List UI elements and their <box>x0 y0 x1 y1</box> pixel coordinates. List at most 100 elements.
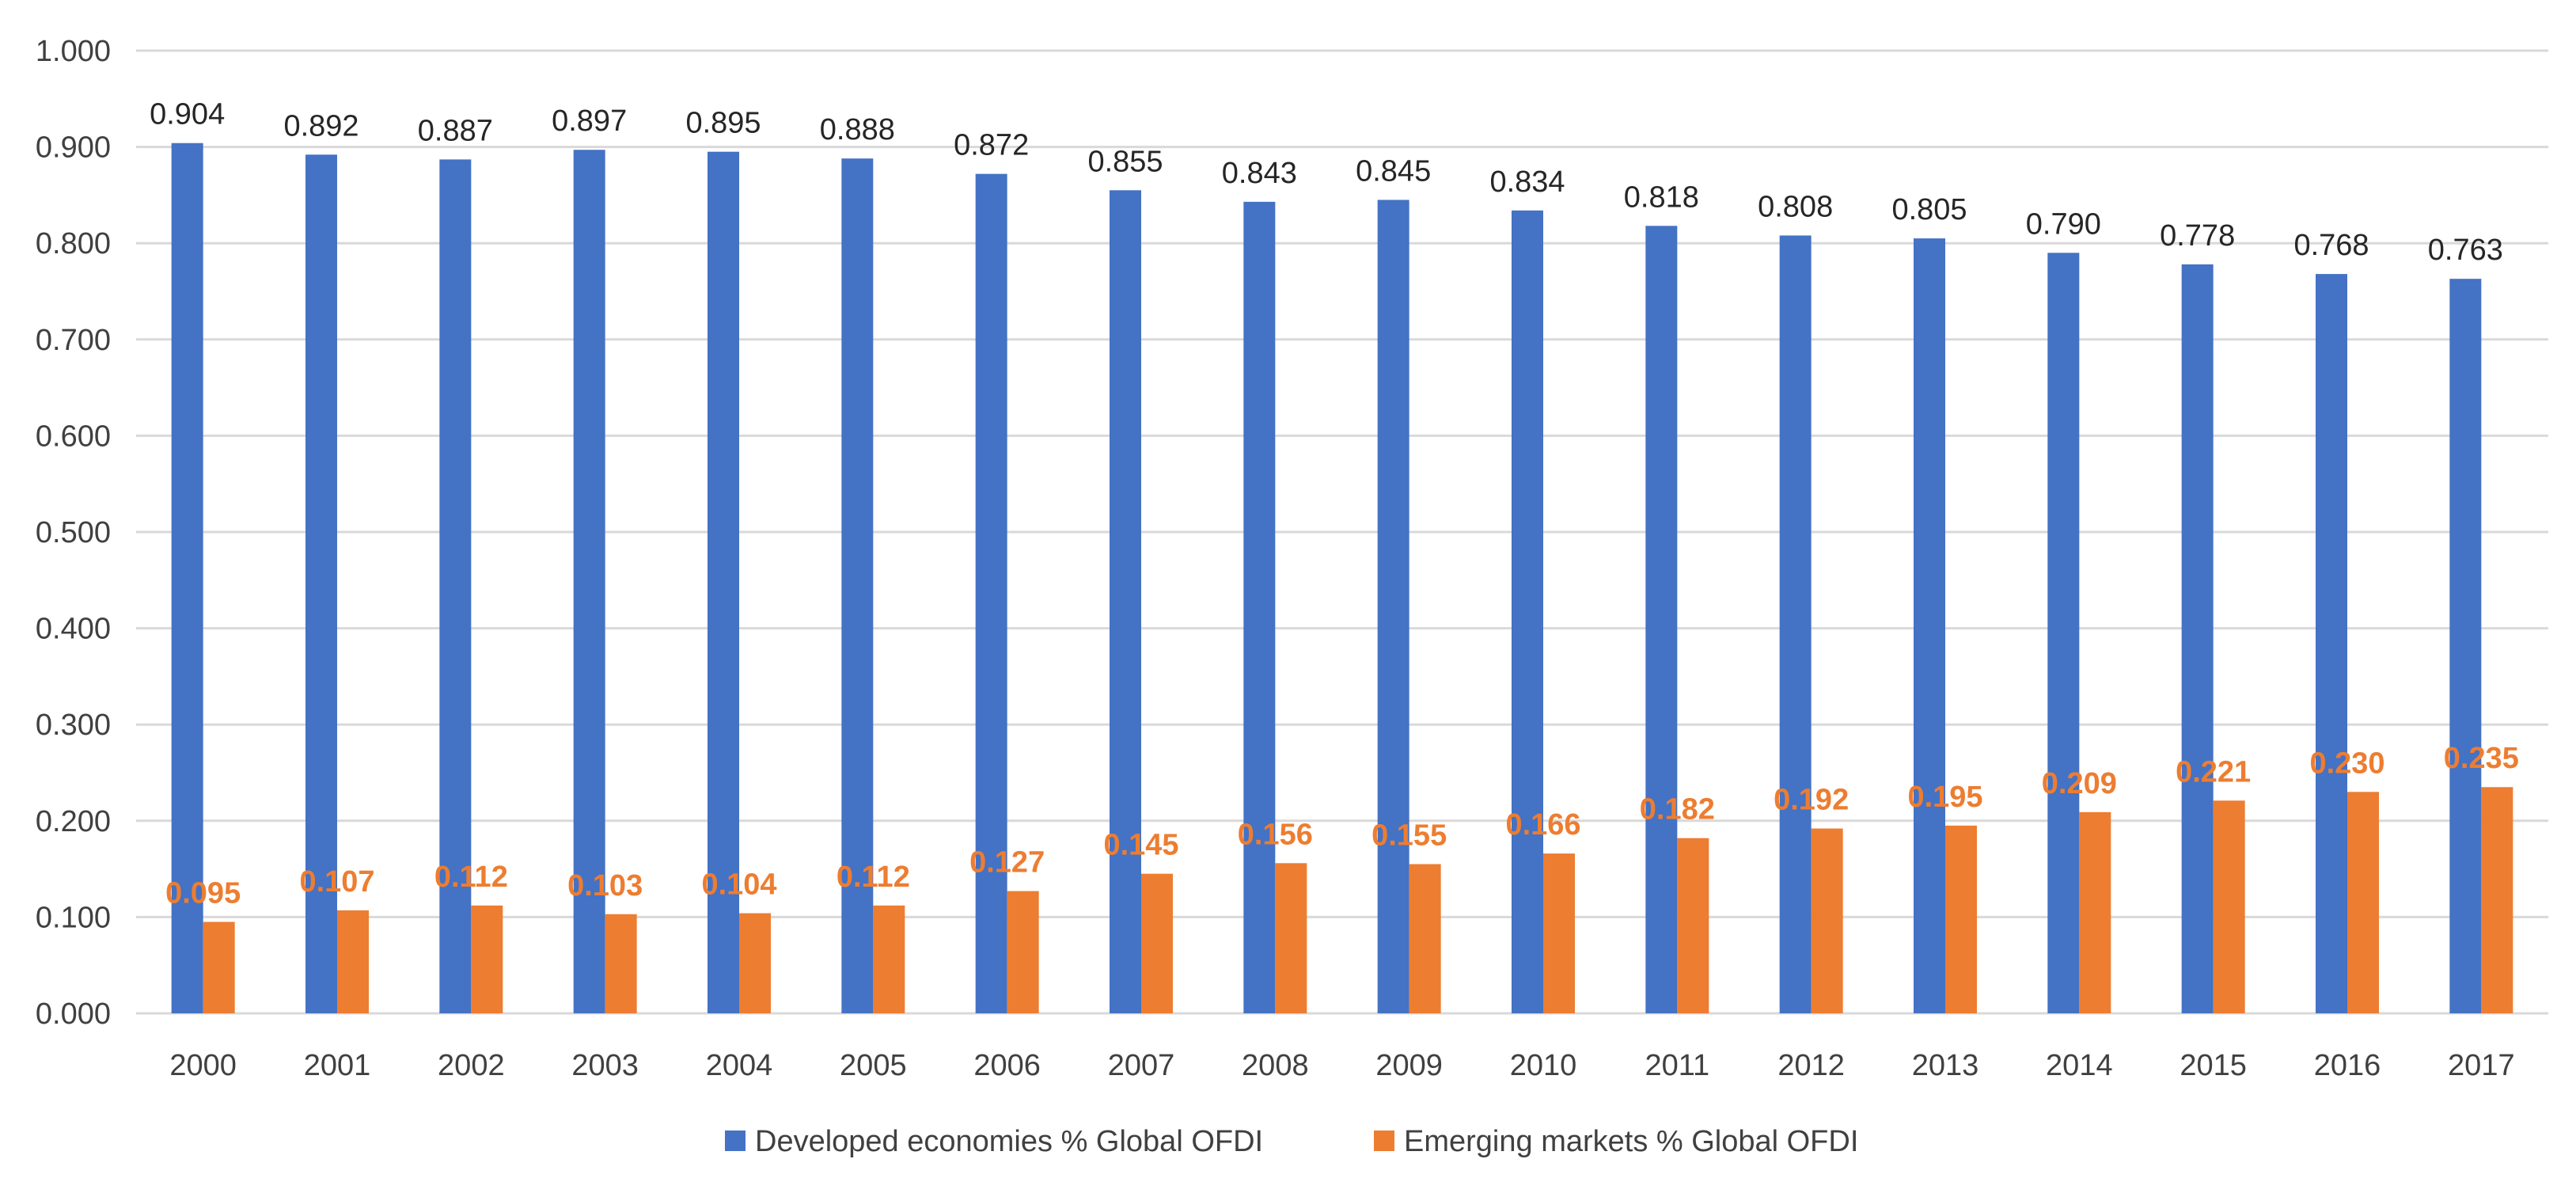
x-tick-label: 2012 <box>1777 1049 1845 1082</box>
data-label-emerging-2012: 0.192 <box>1774 784 1849 817</box>
data-label-developed-2004: 0.895 <box>685 107 761 140</box>
bar-emerging-2001 <box>337 910 369 1013</box>
bar-developed-2003 <box>573 150 605 1013</box>
x-tick-label: 2007 <box>1108 1049 1175 1082</box>
bar-emerging-2010 <box>1543 853 1575 1013</box>
data-label-developed-2002: 0.887 <box>418 114 493 147</box>
data-label-developed-2014: 0.790 <box>2026 207 2101 241</box>
bar-developed-2008 <box>1243 201 1276 1014</box>
bar-emerging-2015 <box>2213 800 2245 1013</box>
data-label-developed-2003: 0.897 <box>552 104 627 138</box>
data-label-emerging-2009: 0.155 <box>1371 819 1447 853</box>
x-tick-label: 2015 <box>2180 1049 2247 1082</box>
data-label-emerging-2011: 0.182 <box>1640 793 1715 826</box>
y-tick-label: 0.300 <box>36 709 111 742</box>
bar-developed-2013 <box>1914 238 1945 1013</box>
y-tick-label: 0.700 <box>36 324 111 357</box>
bar-emerging-2003 <box>605 914 637 1013</box>
bar-developed-2016 <box>2316 274 2347 1013</box>
data-label-emerging-2007: 0.145 <box>1103 829 1178 862</box>
bar-developed-2007 <box>1110 190 1141 1013</box>
legend-swatch <box>1374 1130 1394 1151</box>
data-label-emerging-2013: 0.195 <box>1907 781 1982 814</box>
x-tick-label: 2006 <box>973 1049 1041 1082</box>
data-label-emerging-2016: 0.230 <box>2309 747 2384 780</box>
bar-emerging-2013 <box>1945 825 1977 1013</box>
x-tick-label: 2017 <box>2448 1049 2515 1082</box>
x-tick-label: 2004 <box>706 1049 773 1082</box>
bar-developed-2012 <box>1779 235 1812 1013</box>
y-tick-label: 0.000 <box>36 998 111 1031</box>
legend-item-emerging: Emerging markets % Global OFDI <box>1374 1125 1858 1158</box>
y-tick-label: 0.500 <box>36 516 111 549</box>
data-label-developed-2011: 0.818 <box>1624 180 1699 214</box>
bar-developed-2001 <box>305 154 337 1013</box>
bar-developed-2000 <box>171 142 203 1014</box>
data-label-emerging-2006: 0.127 <box>969 846 1045 880</box>
bar-developed-2009 <box>1377 200 1409 1014</box>
x-tick-label: 2011 <box>1645 1049 1709 1082</box>
data-label-emerging-2001: 0.107 <box>299 865 374 899</box>
bar-emerging-2006 <box>1007 891 1039 1013</box>
bar-developed-2005 <box>841 158 874 1013</box>
legend-swatch <box>725 1130 745 1151</box>
gridlines <box>136 49 2548 1015</box>
data-label-developed-2017: 0.763 <box>2428 234 2503 267</box>
data-labels: 0.904 0.095 0.892 0.107 0.887 0.112 0.897 0.103… <box>150 98 2519 910</box>
bar-emerging-2009 <box>1409 864 1441 1013</box>
x-tick-label: 2013 <box>1912 1049 1979 1082</box>
bar-developed-2006 <box>975 173 1007 1014</box>
data-label-emerging-2014: 0.209 <box>2042 767 2117 800</box>
y-tick-label: 1.000 <box>36 35 111 68</box>
y-tick-label: 0.100 <box>36 901 111 934</box>
data-label-developed-2007: 0.855 <box>1087 145 1163 178</box>
y-tick-label: 0.200 <box>36 805 111 838</box>
data-label-developed-2008: 0.843 <box>1222 157 1297 190</box>
data-label-emerging-2004: 0.104 <box>701 868 776 902</box>
legend: Developed economies % Global OFDI Emergin… <box>725 1125 1858 1158</box>
data-label-emerging-2002: 0.112 <box>434 861 508 894</box>
data-label-developed-2013: 0.805 <box>1891 193 1967 226</box>
x-tick-label: 2009 <box>1375 1049 1443 1082</box>
y-tick-label: 0.400 <box>36 613 111 646</box>
data-label-developed-2012: 0.808 <box>1758 190 1833 223</box>
data-label-developed-2009: 0.845 <box>1356 154 1431 188</box>
x-tick-label: 2002 <box>438 1049 505 1082</box>
x-tick-label: 2003 <box>571 1049 639 1082</box>
bar-developed-2014 <box>2047 253 2080 1013</box>
bar-developed-2011 <box>1645 226 1678 1013</box>
y-tick-label: 0.900 <box>36 131 111 165</box>
legend-label: Developed economies % Global OFDI <box>755 1125 1263 1158</box>
bar-emerging-2005 <box>873 905 905 1013</box>
x-tick-label: 2005 <box>840 1049 907 1082</box>
bar-developed-2002 <box>439 159 472 1014</box>
bars <box>171 142 2513 1014</box>
bar-emerging-2016 <box>2347 792 2379 1013</box>
x-tick-label: 2016 <box>2314 1049 2381 1082</box>
data-label-emerging-2015: 0.221 <box>2176 755 2251 788</box>
bar-developed-2004 <box>708 151 739 1014</box>
data-label-developed-2015: 0.778 <box>2160 219 2235 253</box>
y-tick-label: 0.600 <box>36 420 111 453</box>
data-label-emerging-2017: 0.235 <box>2444 742 2519 775</box>
x-axis: 2000 2001 2002 2003 2004 2005 2006 2007 2008 2009… <box>169 1049 2514 1082</box>
y-axis: 0.000 0.100 0.200 0.300 0.400 0.500 0.600 0.700… <box>36 35 111 1031</box>
bar-emerging-2017 <box>2481 787 2513 1013</box>
data-label-developed-2010: 0.834 <box>1489 165 1565 199</box>
bar-emerging-2008 <box>1275 863 1307 1013</box>
data-label-developed-2001: 0.892 <box>283 109 359 142</box>
bar-emerging-2000 <box>203 922 235 1013</box>
data-label-emerging-2003: 0.103 <box>567 869 643 902</box>
bar-developed-2010 <box>1512 210 1543 1014</box>
legend-item-developed: Developed economies % Global OFDI <box>725 1125 1263 1158</box>
x-tick-label: 2008 <box>1242 1049 1309 1082</box>
data-label-developed-2006: 0.872 <box>954 129 1029 162</box>
x-tick-label: 2014 <box>2046 1049 2113 1082</box>
bar-emerging-2002 <box>471 905 503 1013</box>
data-label-emerging-2000: 0.095 <box>165 876 241 910</box>
x-tick-label: 2001 <box>304 1049 371 1082</box>
x-tick-label: 2010 <box>1510 1049 1577 1082</box>
data-label-emerging-2005: 0.112 <box>837 861 910 894</box>
